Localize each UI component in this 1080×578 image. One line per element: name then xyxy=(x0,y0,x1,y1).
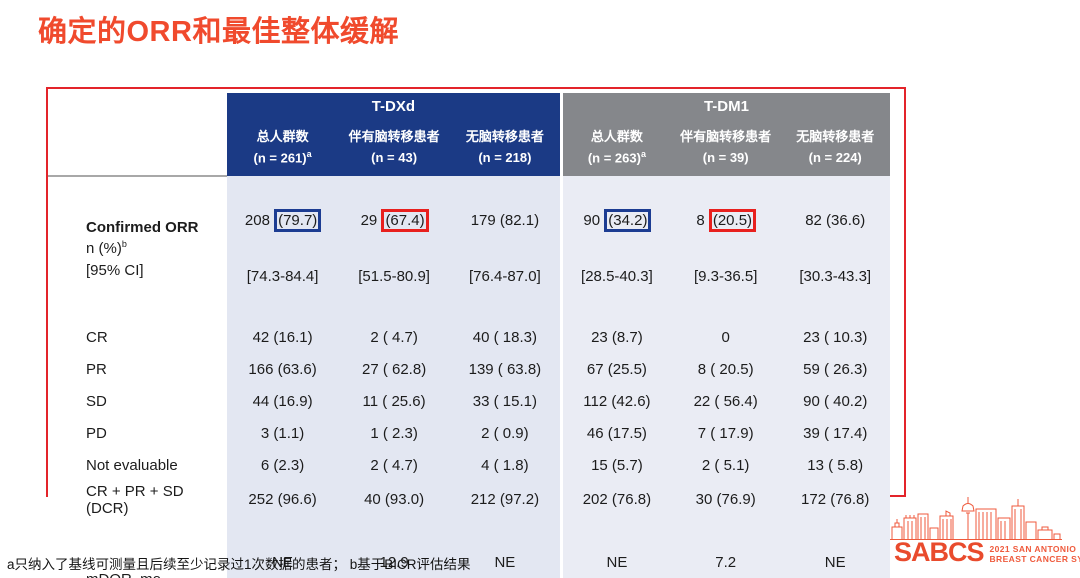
table-row-pr: PR 166 (63.6) 27 ( 62.8) 139 ( 63.8) 67 … xyxy=(48,353,890,386)
cell-orr-tdm1-total: 90 (34.2) [28.5-40.3] xyxy=(559,176,671,322)
col-header-tdm1-nobrainmets: 无脑转移患者 (n = 224) xyxy=(780,120,890,176)
cell-orr-tdxd-nobrainmets: 179 (82.1) [76.4-87.0] xyxy=(449,176,562,322)
cell: 6 (2.3) xyxy=(226,449,339,482)
table-row-cr: CR 42 (16.1) 2 ( 4.7) 40 ( 18.3) 23 (8.7… xyxy=(48,321,890,354)
table-row-pd: PD 3 (1.1) 1 ( 2.3) 2 ( 0.9) 46 (17.5) 7… xyxy=(48,417,890,450)
cell: 44 (16.9) xyxy=(226,385,339,418)
row-label: PR xyxy=(48,353,227,386)
group-header-row: T-DXd T-DM1 xyxy=(48,93,890,177)
cell-orr-tdxd-brainmets: 29 (67.4) [51.5-80.9] xyxy=(338,176,450,322)
results-table: T-DXd T-DM1 总人群数 (n = 261)a 伴有脑转移患者 (n =… xyxy=(48,93,890,578)
cell: 46 (17.5) xyxy=(559,417,671,450)
cell: NE [20.3-NE] xyxy=(449,517,562,578)
cell: NE [12.6-NE] xyxy=(559,517,671,578)
cell: 139 ( 63.8) xyxy=(449,353,562,386)
sabcs-logo: SABCS 2021 SAN ANTONIO BREAST CANCER SYM… xyxy=(880,494,1080,576)
page-title: 确定的ORR和最佳整体缓解 xyxy=(38,16,399,48)
sabcs-subtitle-line1: 2021 SAN ANTONIO xyxy=(989,544,1077,554)
cell: 13 ( 5.8) xyxy=(780,449,890,482)
cell: 166 (63.6) xyxy=(226,353,339,386)
cell: 22 ( 56.4) xyxy=(670,385,781,418)
cell: 252 (96.6) xyxy=(226,481,339,518)
cell: 7 ( 17.9) xyxy=(670,417,781,450)
cell: 90 ( 40.2) xyxy=(780,385,890,418)
col-header-tdxd-total: 总人群数 (n = 261)a xyxy=(226,120,339,176)
cell: 39 ( 17.4) xyxy=(780,417,890,450)
cell: 23 ( 10.3) xyxy=(780,321,890,354)
cell: NE [20.3-NE] xyxy=(226,517,339,578)
row-label: Not evaluable xyxy=(48,449,227,482)
cell: 2 ( 4.7) xyxy=(338,321,450,354)
row-mdor: mDOR, mo [95% CI] NE [20.3-NE] 12.9 [8.5… xyxy=(48,517,890,578)
cell: 42 (16.1) xyxy=(226,321,339,354)
cell: 172 (76.8) xyxy=(780,481,890,518)
cell: 27 ( 62.8) xyxy=(338,353,450,386)
table-row-not-evaluable: Not evaluable 6 (2.3) 2 ( 4.7) 4 ( 1.8) … xyxy=(48,449,890,482)
cell: 0 xyxy=(670,321,781,354)
row-label-mdor: mDOR, mo [95% CI] xyxy=(48,517,227,578)
cell: 212 (97.2) xyxy=(449,481,562,518)
table-row-sd: SD 44 (16.9) 11 ( 25.6) 33 ( 15.1) 112 (… xyxy=(48,385,890,418)
cell-orr-tdm1-nobrainmets: 82 (36.6) [30.3-43.3] xyxy=(780,176,890,322)
table-row-dcr: CR + PR + SD (DCR) 252 (96.6) 40 (93.0) … xyxy=(48,481,890,518)
cell: 2 ( 5.1) xyxy=(670,449,781,482)
cell-orr-tdm1-brainmets: 8 (20.5) [9.3-36.5] xyxy=(670,176,781,322)
column-header-row: 总人群数 (n = 261)a 伴有脑转移患者 (n = 43) 无脑转移患者 … xyxy=(48,120,890,176)
cell: NE [12.6-NE] xyxy=(780,517,890,578)
sabcs-subtitle-line2: BREAST CANCER SYMPOSIUM xyxy=(989,554,1080,565)
cell: 40 ( 18.3) xyxy=(449,321,562,354)
row-label: PD xyxy=(48,417,227,450)
group-header-tdm1: T-DM1 xyxy=(559,93,890,120)
cell: 15 (5.7) xyxy=(559,449,671,482)
cell: 4 ( 1.8) xyxy=(449,449,562,482)
footnote: a只纳入了基线可测量且后续至少记录过1次数据的患者； b基于BICR评估结果 xyxy=(7,557,471,572)
cell: 1 ( 2.3) xyxy=(338,417,450,450)
cell: 23 (8.7) xyxy=(559,321,671,354)
cell: 3 (1.1) xyxy=(226,417,339,450)
col-header-tdxd-nobrainmets: 无脑转移患者 (n = 218) xyxy=(449,120,562,176)
cell: 40 (93.0) xyxy=(338,481,450,518)
col-header-tdm1-brainmets: 伴有脑转移患者 (n = 39) xyxy=(670,120,781,176)
san-antonio-skyline-icon xyxy=(890,497,1062,540)
highlight-box-blue: (79.7) xyxy=(274,209,322,233)
corner-blank xyxy=(48,93,227,177)
cell: 8 ( 20.5) xyxy=(670,353,781,386)
group-header-tdxd: T-DXd xyxy=(226,93,562,120)
cell: 33 ( 15.1) xyxy=(449,385,562,418)
cell: 11 ( 25.6) xyxy=(338,385,450,418)
row-label: CR + PR + SD (DCR) xyxy=(48,481,227,518)
row-label: CR xyxy=(48,321,227,354)
highlight-box-red: (67.4) xyxy=(381,209,429,233)
row-confirmed-orr: Confirmed ORR n (%)b [95% CI] 208 (79.7)… xyxy=(48,176,890,322)
row-label: SD xyxy=(48,385,227,418)
cell: 112 (42.6) xyxy=(559,385,671,418)
cell: 30 (76.9) xyxy=(670,481,781,518)
cell: 12.9 [8.5-NE] xyxy=(338,517,450,578)
col-header-tdm1-total: 总人群数 (n = 263)a xyxy=(559,120,671,176)
cell: 7.2 [2.8-NE] xyxy=(670,517,781,578)
highlight-box-red: (20.5) xyxy=(708,209,757,233)
sabcs-wordmark: SABCS xyxy=(894,537,985,567)
cell: 202 (76.8) xyxy=(559,481,671,518)
cell: 67 (25.5) xyxy=(559,353,671,386)
cell: 59 ( 26.3) xyxy=(780,353,890,386)
results-table-frame: T-DXd T-DM1 总人群数 (n = 261)a 伴有脑转移患者 (n =… xyxy=(46,87,906,578)
col-header-tdxd-brainmets: 伴有脑转移患者 (n = 43) xyxy=(338,120,450,176)
cell-orr-tdxd-total: 208 (79.7) [74.3-84.4] xyxy=(226,176,339,322)
row-label-confirmed-orr: Confirmed ORR n (%)b [95% CI] xyxy=(48,176,227,322)
cell: 2 ( 0.9) xyxy=(449,417,562,450)
cell: 2 ( 4.7) xyxy=(338,449,450,482)
highlight-box-blue: (34.2) xyxy=(604,209,652,233)
